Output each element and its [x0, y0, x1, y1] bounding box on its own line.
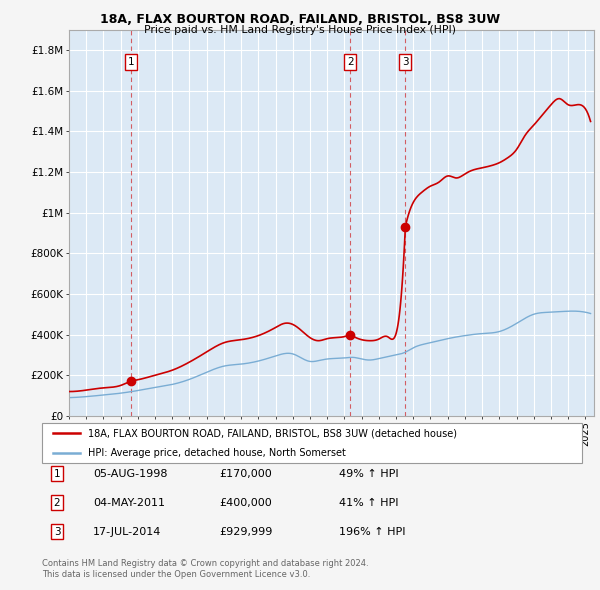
Text: 41% ↑ HPI: 41% ↑ HPI [339, 498, 398, 507]
Text: This data is licensed under the Open Government Licence v3.0.: This data is licensed under the Open Gov… [42, 571, 310, 579]
Text: £170,000: £170,000 [219, 469, 272, 478]
Text: 3: 3 [402, 57, 409, 67]
Text: 04-MAY-2011: 04-MAY-2011 [93, 498, 165, 507]
FancyBboxPatch shape [42, 423, 582, 463]
Text: 49% ↑ HPI: 49% ↑ HPI [339, 469, 398, 478]
Text: £929,999: £929,999 [219, 527, 272, 536]
Text: 18A, FLAX BOURTON ROAD, FAILAND, BRISTOL, BS8 3UW (detached house): 18A, FLAX BOURTON ROAD, FAILAND, BRISTOL… [88, 428, 457, 438]
Text: 18A, FLAX BOURTON ROAD, FAILAND, BRISTOL, BS8 3UW: 18A, FLAX BOURTON ROAD, FAILAND, BRISTOL… [100, 13, 500, 26]
Text: 1: 1 [127, 57, 134, 67]
Text: 17-JUL-2014: 17-JUL-2014 [93, 527, 161, 536]
Text: 1: 1 [53, 469, 61, 478]
Text: 3: 3 [53, 527, 61, 536]
Text: £400,000: £400,000 [219, 498, 272, 507]
Text: 05-AUG-1998: 05-AUG-1998 [93, 469, 167, 478]
Text: 2: 2 [53, 498, 61, 507]
Text: Price paid vs. HM Land Registry's House Price Index (HPI): Price paid vs. HM Land Registry's House … [144, 25, 456, 35]
Text: 2: 2 [347, 57, 353, 67]
Text: HPI: Average price, detached house, North Somerset: HPI: Average price, detached house, Nort… [88, 448, 346, 458]
Text: 196% ↑ HPI: 196% ↑ HPI [339, 527, 406, 536]
Text: Contains HM Land Registry data © Crown copyright and database right 2024.: Contains HM Land Registry data © Crown c… [42, 559, 368, 568]
